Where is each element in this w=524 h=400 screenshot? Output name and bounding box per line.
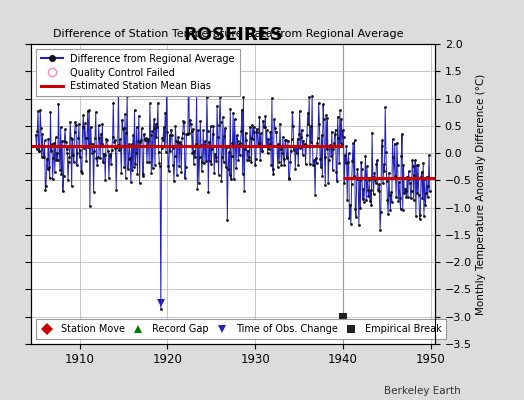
Text: Difference of Station Temperature Data from Regional Average: Difference of Station Temperature Data f…: [53, 29, 403, 39]
Text: Berkeley Earth: Berkeley Earth: [385, 386, 461, 396]
Legend: Station Move, Record Gap, Time of Obs. Change, Empirical Break: Station Move, Record Gap, Time of Obs. C…: [36, 320, 446, 339]
Title: ROSEIRES: ROSEIRES: [183, 26, 283, 44]
Y-axis label: Monthly Temperature Anomaly Difference (°C): Monthly Temperature Anomaly Difference (…: [476, 73, 486, 315]
